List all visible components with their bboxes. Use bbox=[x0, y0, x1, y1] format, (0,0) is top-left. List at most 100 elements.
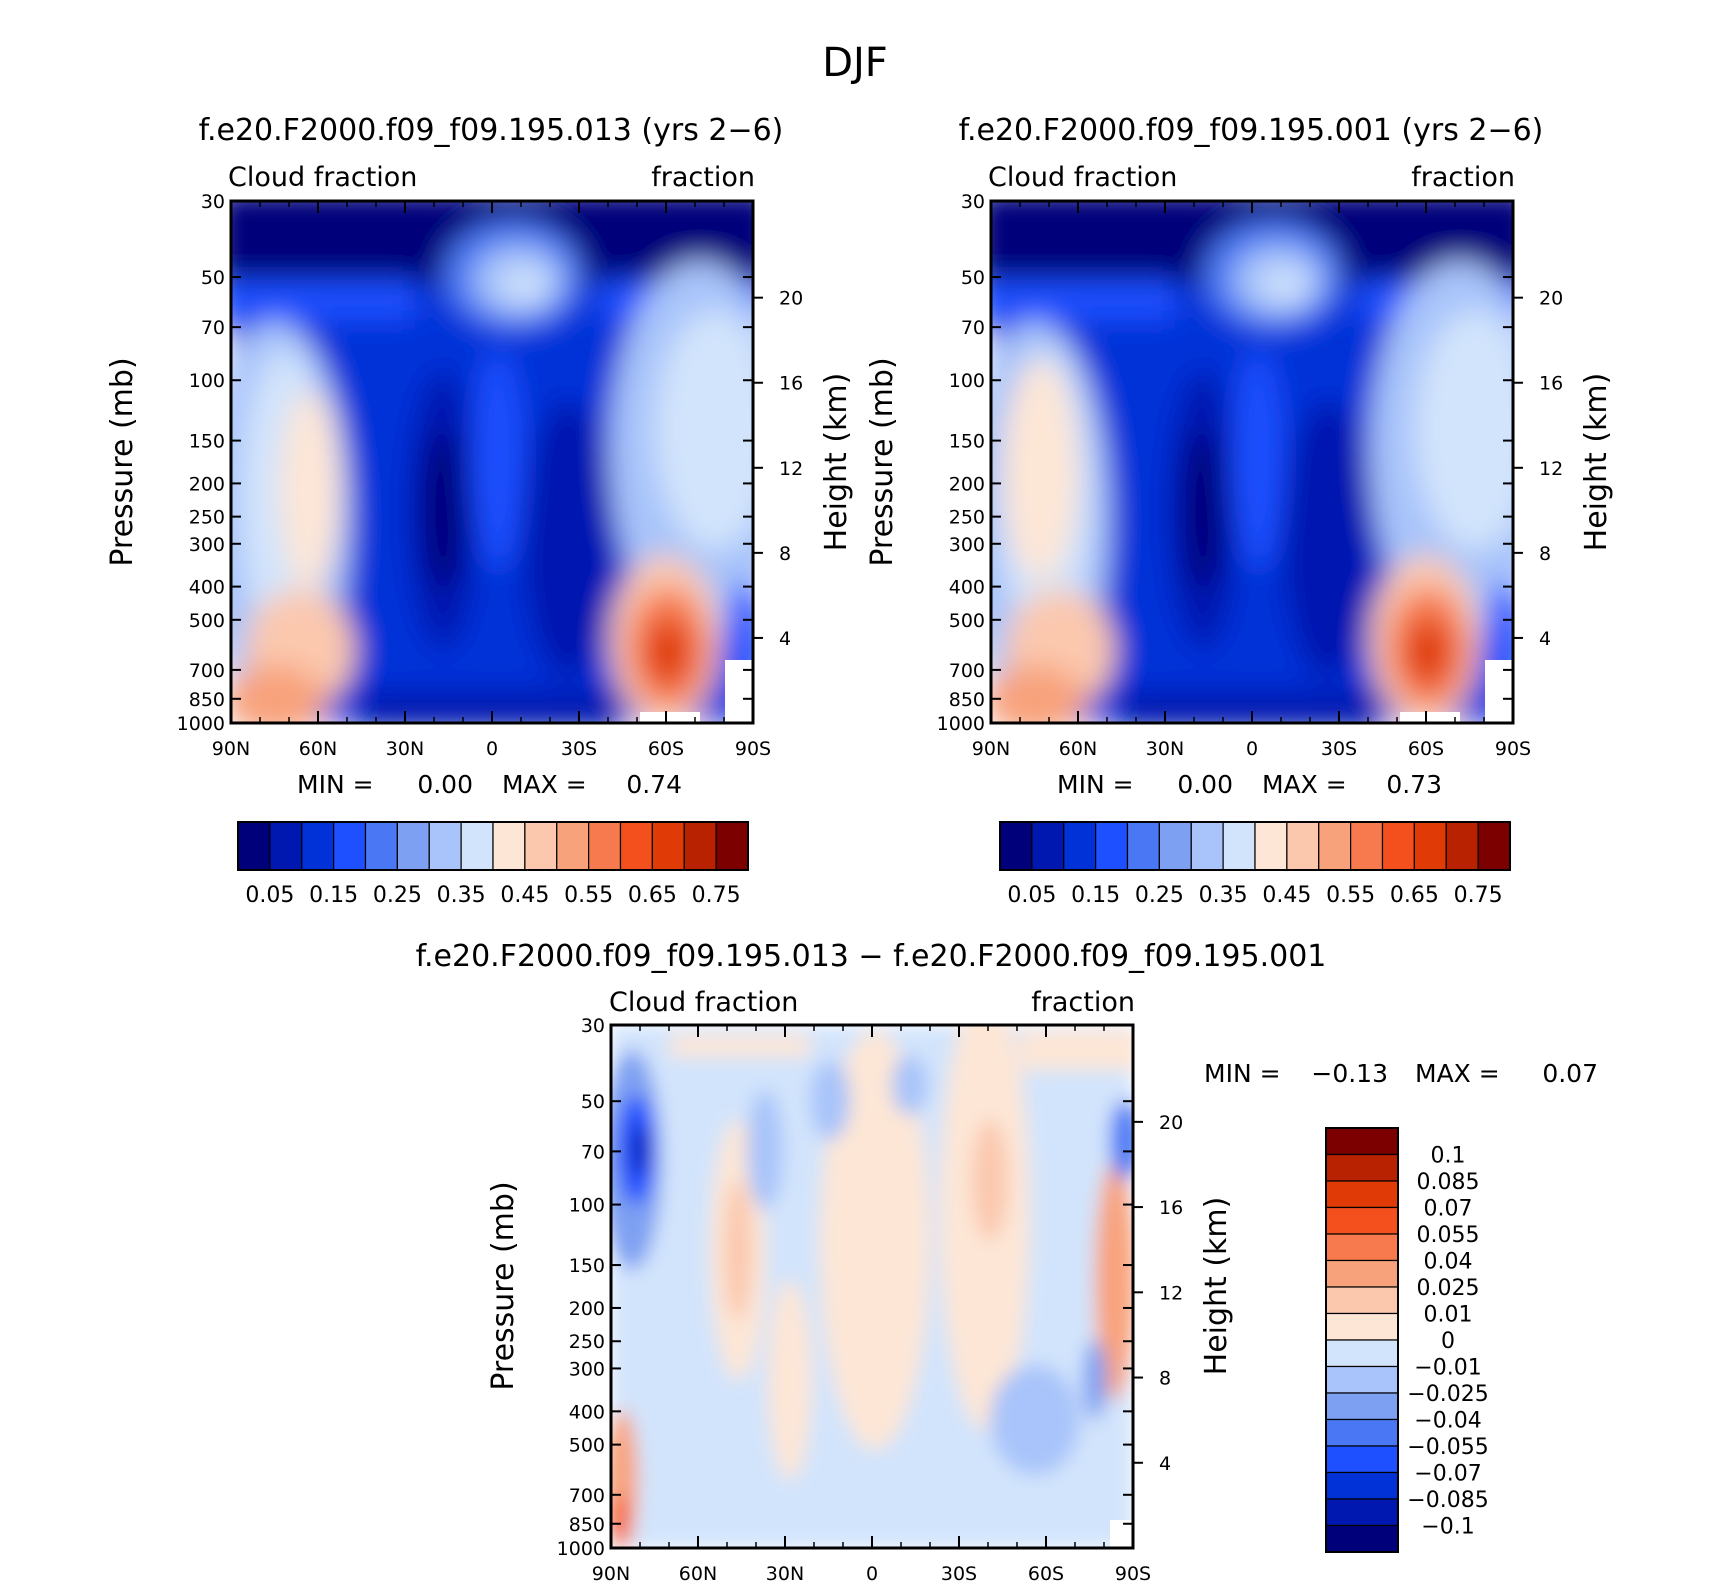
p3-xtick-label-3: 0 bbox=[866, 1563, 878, 1585]
p3-ytick-label-7: 300 bbox=[569, 1358, 605, 1380]
panel-2-max-value: 0.73 bbox=[1386, 770, 1442, 799]
p3-cbar-cell-10 bbox=[1325, 1392, 1399, 1421]
p3-cbar-label-7: 0 bbox=[1441, 1329, 1455, 1354]
p2-y2tick-label-2: 12 bbox=[1539, 458, 1563, 480]
panel-1-ylabel: Pressure (mb) bbox=[105, 357, 140, 566]
p1-cbar-cell-10 bbox=[556, 821, 590, 871]
p1-cbar-label-7: 0.75 bbox=[692, 883, 741, 908]
p3-cbar-cell-9 bbox=[1325, 1365, 1399, 1394]
panel-1-min-value: 0.00 bbox=[417, 770, 473, 799]
p3-cbar-cell-3 bbox=[1325, 1206, 1399, 1235]
panel-3-right-label: fraction bbox=[1031, 987, 1135, 1018]
p2-cbar-cell-13 bbox=[1413, 821, 1447, 871]
p2-cbar-cell-12 bbox=[1381, 821, 1415, 871]
p2-ytick-label-3: 100 bbox=[949, 370, 985, 392]
panel-1: f.e20.F2000.f09_f09.195.013 (yrs 2−6) Cl… bbox=[105, 113, 854, 908]
p1-y2tick-label-0: 20 bbox=[779, 288, 803, 310]
panel-1-min-label: MIN = bbox=[297, 770, 374, 799]
p3-ytick-label-11: 850 bbox=[569, 1514, 605, 1536]
p3-ytick-label-10: 700 bbox=[569, 1485, 605, 1507]
p2-cbar-cell-2 bbox=[1063, 821, 1097, 871]
field-p1-nh-warm1 bbox=[280, 390, 340, 590]
p2-ytick-label-7: 300 bbox=[949, 534, 985, 556]
p2-y2tick-label-1: 16 bbox=[1539, 373, 1563, 395]
p1-ytick-label-4: 150 bbox=[189, 431, 225, 453]
p2-xtick-label-6: 90S bbox=[1495, 738, 1531, 760]
panel-2-field bbox=[991, 201, 1513, 723]
field-p3-neg-c bbox=[892, 1055, 928, 1115]
p2-cbar-label-2: 0.25 bbox=[1135, 883, 1184, 908]
p1-y2tick-label-3: 8 bbox=[779, 543, 791, 565]
p3-cbar-cell-4 bbox=[1325, 1233, 1399, 1262]
p2-cbar-label-6: 0.65 bbox=[1390, 883, 1439, 908]
p2-xtick-label-4: 30S bbox=[1321, 738, 1357, 760]
p3-cbar-label-3: 0.055 bbox=[1417, 1223, 1480, 1248]
p3-cbar-cell-2 bbox=[1325, 1180, 1399, 1209]
p1-cbar-label-3: 0.35 bbox=[437, 883, 486, 908]
p2-cbar-cell-14 bbox=[1445, 821, 1479, 871]
p1-cbar-cell-15 bbox=[715, 821, 749, 871]
field-p3-sh-neg2 bbox=[1083, 1340, 1107, 1420]
p1-ytick-label-3: 100 bbox=[189, 370, 225, 392]
p3-cbar-cell-6 bbox=[1325, 1286, 1399, 1315]
p2-ytick-label-12: 1000 bbox=[937, 713, 985, 735]
p1-ytick-label-9: 500 bbox=[189, 610, 225, 632]
p1-cbar-cell-7 bbox=[460, 821, 494, 871]
p2-cbar-cell-15 bbox=[1477, 821, 1511, 871]
p3-y2tick-label-2: 12 bbox=[1159, 1282, 1183, 1304]
field-p3-pos2 bbox=[768, 1280, 812, 1480]
p3-cbar-label-6: 0.01 bbox=[1424, 1303, 1473, 1328]
p3-ytick-label-8: 400 bbox=[569, 1401, 605, 1423]
p3-xtick-label-1: 60N bbox=[679, 1563, 717, 1585]
p3-cbar-label-10: −0.04 bbox=[1414, 1409, 1481, 1434]
p1-ytick-label-8: 400 bbox=[189, 577, 225, 599]
p1-xtick-label-0: 90N bbox=[212, 738, 250, 760]
field-p1-core-nh2 bbox=[423, 430, 463, 590]
panel-2-min-value: 0.00 bbox=[1177, 770, 1233, 799]
panel-2-ylabel-right: Height (km) bbox=[1579, 373, 1614, 552]
field-p2-core-sh bbox=[1283, 400, 1373, 680]
field-p2-core-nh2 bbox=[1183, 430, 1223, 590]
panel-1-title: f.e20.F2000.f09_f09.195.013 (yrs 2−6) bbox=[199, 113, 784, 148]
p1-ytick-label-1: 50 bbox=[201, 267, 225, 289]
p2-ytick-label-11: 850 bbox=[949, 689, 985, 711]
p2-cbar-label-3: 0.35 bbox=[1199, 883, 1248, 908]
p1-ytick-label-7: 300 bbox=[189, 534, 225, 556]
field-p1-sh-warm3 bbox=[646, 620, 690, 684]
p3-ytick-label-12: 1000 bbox=[557, 1538, 605, 1560]
p2-cbar-cell-11 bbox=[1350, 821, 1384, 871]
panel-2-ylabel: Pressure (mb) bbox=[865, 357, 900, 566]
panel-1-colorbar: 0.05 0.15 0.25 0.35 0.45 0.55 0.65 0.75 bbox=[237, 821, 749, 908]
p1-ytick-label-11: 850 bbox=[189, 689, 225, 711]
p1-xtick-label-2: 30N bbox=[386, 738, 424, 760]
panel-1-max-value: 0.74 bbox=[626, 770, 682, 799]
p1-ytick-label-10: 700 bbox=[189, 660, 225, 682]
p3-cbar-label-11: −0.055 bbox=[1407, 1435, 1488, 1460]
field-p2-sh-pale bbox=[1415, 310, 1513, 550]
field-p1-sh-pale bbox=[655, 310, 753, 550]
p1-y2tick-label-2: 12 bbox=[779, 458, 803, 480]
p2-cbar-label-1: 0.15 bbox=[1071, 883, 1120, 908]
p2-y2tick-label-0: 20 bbox=[1539, 288, 1563, 310]
p2-ytick-label-8: 400 bbox=[949, 577, 985, 599]
field-p2-nh-warm1 bbox=[1002, 360, 1078, 580]
panel-2-min-label: MIN = bbox=[1057, 770, 1134, 799]
p2-ytick-label-1: 50 bbox=[961, 267, 985, 289]
p2-cbar-cell-7 bbox=[1222, 821, 1256, 871]
p1-ytick-label-5: 200 bbox=[189, 473, 225, 495]
field-p3-top2 bbox=[670, 1035, 810, 1057]
panel-3-min-label: MIN = bbox=[1204, 1059, 1281, 1088]
p3-cbar-label-13: −0.085 bbox=[1407, 1488, 1488, 1513]
panel-3-ylabel-right: Height (km) bbox=[1199, 1197, 1234, 1376]
panel-3-max-label: MAX = bbox=[1415, 1059, 1500, 1088]
field-p3-nh-sfc-pos2 bbox=[612, 1495, 628, 1545]
field-p1-core-sh bbox=[523, 400, 613, 680]
p3-cbar-cell-8 bbox=[1325, 1339, 1399, 1368]
p2-cbar-cell-6 bbox=[1190, 821, 1224, 871]
p2-y2tick-label-4: 4 bbox=[1539, 628, 1551, 650]
panel-2-title: f.e20.F2000.f09_f09.195.001 (yrs 2−6) bbox=[959, 113, 1544, 148]
p3-cbar-cell-1 bbox=[1325, 1153, 1399, 1182]
p1-xtick-label-5: 60S bbox=[648, 738, 684, 760]
field-p1-nodata bbox=[640, 712, 700, 723]
